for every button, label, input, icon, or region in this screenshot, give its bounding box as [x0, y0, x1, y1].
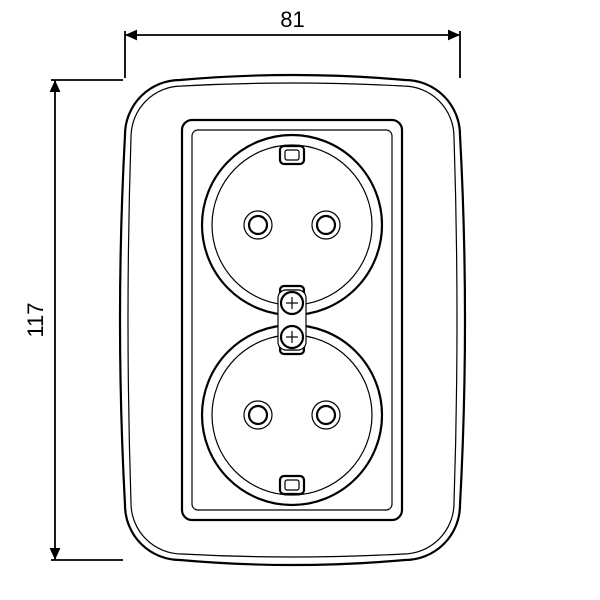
pin-hole — [249, 216, 267, 234]
pin-hole — [249, 406, 267, 424]
earth-clip — [280, 476, 304, 494]
dim-arrow — [50, 548, 61, 560]
socket-inner-ring — [212, 145, 372, 305]
dim-arrow — [125, 30, 137, 41]
dim-height-label: 117 — [23, 302, 48, 337]
dim-width-label: 81 — [280, 7, 304, 32]
technical-drawing: 81 117 — [0, 0, 600, 600]
dim-arrow — [448, 30, 460, 41]
earth-clip — [280, 146, 304, 164]
pin-hole — [317, 406, 335, 424]
pin-hole — [317, 216, 335, 234]
socket-inner-ring — [212, 335, 372, 495]
dim-arrow — [50, 80, 61, 92]
